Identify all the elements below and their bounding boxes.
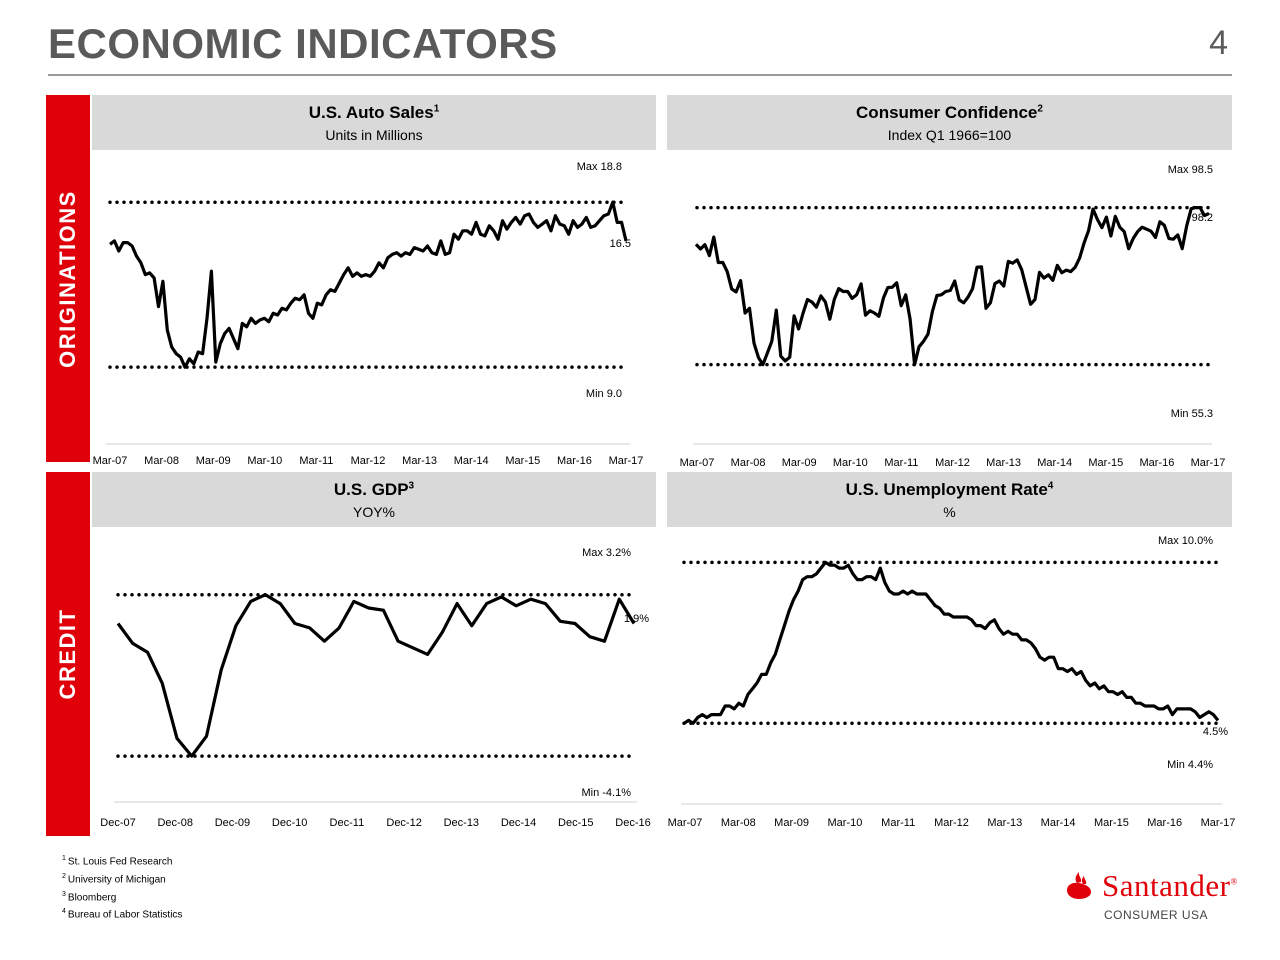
x-tick-label: Dec-07 [100, 817, 135, 829]
section-bar-originations: ORIGINATIONS [46, 95, 90, 462]
series-line [109, 200, 628, 369]
footnote-3: 3 Bloomberg [62, 890, 117, 903]
gdp-chart: Max 3.2% Min -4.1% 1.9% Dec-07 Dec-08 Dec-09 D… [100, 547, 650, 829]
section-label-originations: ORIGINATIONS [55, 189, 80, 368]
x-tick-label: Dec-10 [272, 817, 307, 829]
x-tick-label: Mar-12 [351, 455, 386, 467]
min-label: Min 4.4% [1167, 759, 1213, 771]
flame-icon [1067, 872, 1091, 899]
min-label: Min 9.0 [586, 388, 622, 400]
x-tick-label: Mar-11 [881, 817, 915, 829]
section-label-credit: CREDIT [55, 608, 80, 700]
footnote-4: 4 Bureau of Labor Statistics [62, 908, 183, 921]
consumer-confidence-header: Consumer Confidence2 Index Q1 1966=100 [667, 95, 1232, 150]
x-tick-label: Mar-16 [1139, 457, 1174, 469]
x-tick-label: Mar-08 [721, 817, 756, 829]
last-value-label: 1.9% [624, 613, 649, 625]
x-tick-label: Mar-10 [247, 455, 282, 467]
gdp-subtitle: YOY% [352, 504, 395, 520]
logo-wordmark: Santander® [1102, 868, 1238, 903]
max-label: Max 3.2% [582, 547, 631, 559]
x-tick-label: Mar-12 [935, 457, 970, 469]
x-tick-label: Mar-13 [986, 457, 1021, 469]
last-value-label: 98.2 [1192, 212, 1213, 224]
min-label: Min 55.3 [1171, 408, 1213, 420]
last-value-label: 16.5 [610, 238, 631, 250]
min-label: Min -4.1% [581, 787, 631, 799]
auto-sales-chart: Max 18.8 Min 9.0 16.5 Mar-07 Mar-08 Mar-09 Mar… [93, 161, 644, 467]
x-tick-label: Dec-12 [386, 817, 421, 829]
last-value-label: 4.5% [1203, 726, 1228, 738]
x-tick-label: Mar-12 [934, 817, 969, 829]
unemployment-header: U.S. Unemployment Rate4 % [667, 472, 1232, 527]
x-tick-label: Mar-10 [833, 457, 868, 469]
x-tick-label: Mar-07 [668, 817, 703, 829]
x-tick-label: Mar-17 [609, 455, 644, 467]
x-tick-label: Mar-15 [505, 455, 540, 467]
x-tick-label: Dec-16 [615, 817, 650, 829]
x-tick-label: Mar-13 [402, 455, 437, 467]
santander-logo: Santander® CONSUMER USA [1064, 868, 1238, 928]
title-rule [48, 74, 1232, 76]
x-tick-label: Mar-09 [196, 455, 231, 467]
footnote-2: 2 University of Michigan [62, 872, 166, 886]
max-label: Max 98.5 [1168, 164, 1213, 176]
section-bar-credit: CREDIT [46, 472, 90, 836]
x-tick-label: Dec-09 [215, 817, 250, 829]
unemployment-subtitle: % [943, 504, 956, 520]
unemployment-title: U.S. Unemployment Rate4 [845, 480, 1054, 499]
x-tick-label: Dec-13 [444, 817, 479, 829]
x-tick-label: Dec-08 [157, 817, 192, 829]
x-tick-label: Mar-16 [1147, 817, 1182, 829]
x-tick-label: Dec-14 [501, 817, 536, 829]
page-number: 4 [1209, 24, 1228, 62]
auto-sales-header: U.S. Auto Sales1 Units in Millions [92, 95, 656, 150]
x-tick-label: Mar-17 [1201, 817, 1236, 829]
x-tick-label: Mar-16 [557, 455, 592, 467]
gdp-header: U.S. GDP3 YOY% [92, 472, 656, 527]
consumer-confidence-title: Consumer Confidence2 [856, 103, 1043, 122]
x-tick-label: Mar-15 [1088, 457, 1123, 469]
x-tick-label: Mar-09 [782, 457, 817, 469]
x-tick-label: Mar-11 [299, 455, 333, 467]
auto-sales-subtitle: Units in Millions [325, 127, 423, 143]
series-line [683, 560, 1220, 725]
consumer-confidence-subtitle: Index Q1 1966=100 [887, 127, 1012, 143]
x-tick-label: Mar-17 [1191, 457, 1226, 469]
max-label: Max 18.8 [577, 161, 622, 173]
x-tick-label: Mar-14 [1041, 817, 1076, 829]
series-line [116, 593, 636, 758]
x-tick-label: Mar-15 [1094, 817, 1129, 829]
consumer-confidence-chart: Max 98.5 Min 55.3 98.2 Mar-07 Mar-08 Mar-09 Ma… [680, 164, 1226, 469]
x-tick-label: Mar-08 [144, 455, 179, 467]
max-label: Max 10.0% [1158, 535, 1213, 547]
x-tick-label: Dec-15 [558, 817, 593, 829]
unemployment-chart: Max 10.0% Min 4.4% 4.5% Mar-07 Mar-08 Mar-09 M… [668, 535, 1236, 829]
series-line [694, 205, 1210, 367]
x-tick-label: Mar-10 [827, 817, 862, 829]
page-title: ECONOMIC INDICATORS [48, 20, 558, 67]
x-tick-label: Mar-13 [987, 817, 1022, 829]
x-tick-label: Dec-11 [330, 817, 365, 829]
x-tick-label: Mar-07 [680, 457, 715, 469]
x-tick-label: Mar-14 [1037, 457, 1072, 469]
gdp-title: U.S. GDP3 [333, 480, 415, 499]
x-tick-label: Mar-08 [731, 457, 766, 469]
x-tick-label: Mar-14 [454, 455, 489, 467]
footnotes: 1 St. Louis Fed Research 2 University of M… [62, 852, 182, 923]
logo-subtitle: CONSUMER USA [1104, 908, 1209, 922]
x-tick-label: Mar-09 [774, 817, 809, 829]
footnote-1: 1 St. Louis Fed Research [62, 855, 173, 868]
x-tick-label: Mar-07 [93, 455, 128, 467]
x-tick-label: Mar-11 [884, 457, 918, 469]
auto-sales-title: U.S. Auto Sales1 [308, 103, 440, 122]
